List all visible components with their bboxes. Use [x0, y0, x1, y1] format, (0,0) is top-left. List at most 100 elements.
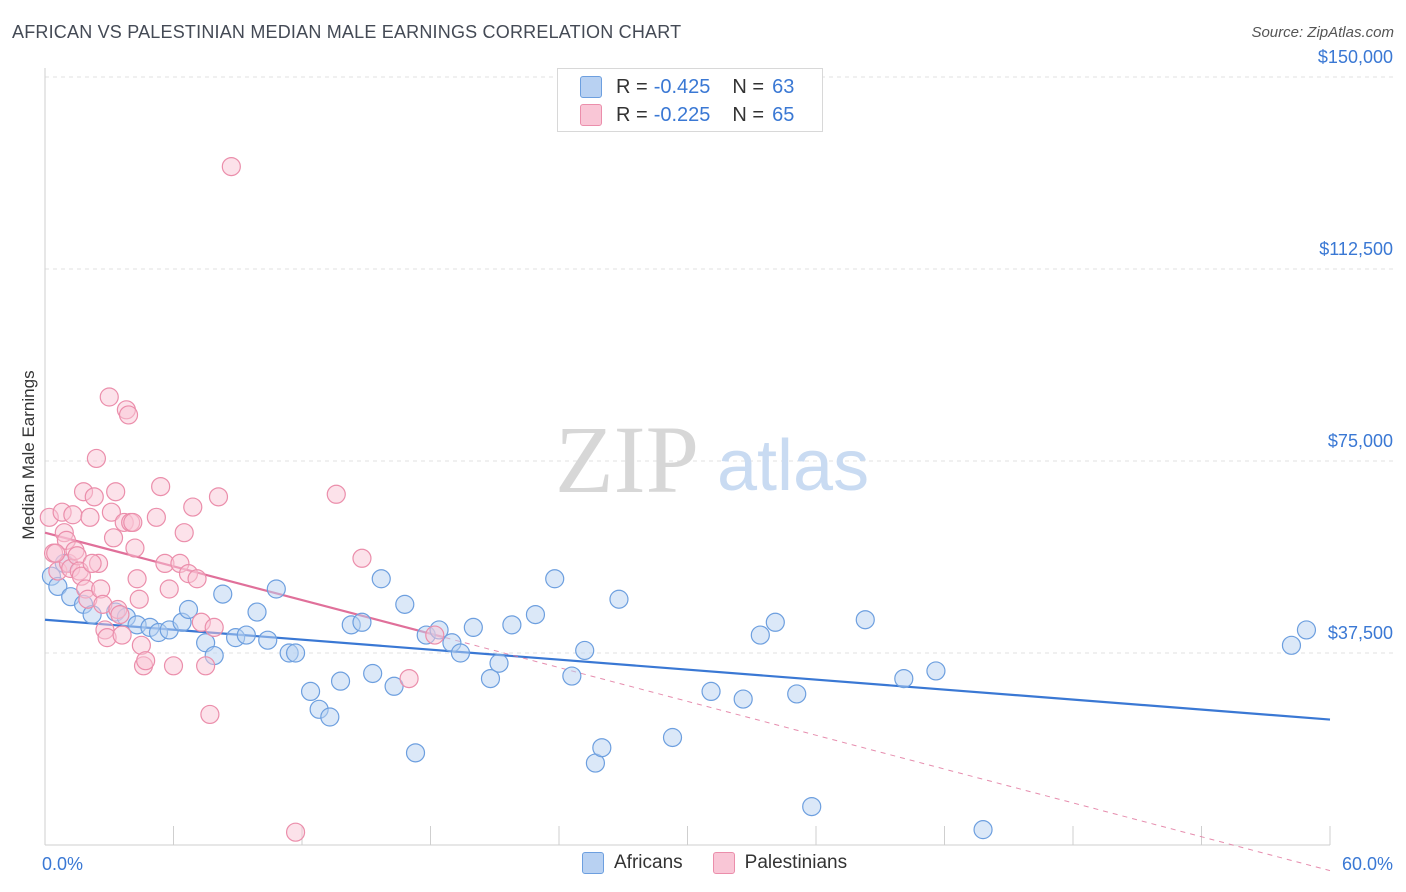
y-tick-label: $112,500: [1319, 239, 1393, 259]
palestinians-n-value: 65: [772, 103, 795, 126]
axis-labels: $37,500 $75,000 $112,500 $150,000 0.0% 60.0% M…: [19, 47, 1393, 874]
palestinians-point: [84, 487, 104, 507]
africans-point: [502, 615, 522, 635]
gridlines: [45, 76, 1395, 654]
palestinians-r-value: -0.225: [653, 103, 711, 126]
palestinians-point: [123, 512, 143, 533]
palestinians-point: [46, 543, 66, 563]
palestinians-point: [200, 704, 220, 725]
africans-point: [1296, 620, 1317, 640]
africans-point: [395, 594, 415, 614]
palestinians-point: [399, 668, 419, 689]
africans-point: [894, 668, 914, 689]
palestinians-point: [151, 477, 171, 497]
africans-legend-swatch: [582, 852, 604, 874]
palestinians-legend-swatch: [712, 852, 735, 874]
palestinians-point: [101, 502, 121, 522]
palestinians-point: [103, 528, 124, 548]
palestinians-point: [82, 553, 102, 574]
africans-point: [363, 663, 383, 684]
palestinians-point: [110, 604, 130, 625]
palestinians-point: [352, 548, 372, 568]
africans-point: [855, 610, 875, 630]
x-tick-label-left: 0.0%: [42, 854, 83, 874]
africans-point: [384, 676, 404, 696]
africans-point: [236, 625, 256, 645]
africans-point: [973, 820, 993, 840]
palestinians-point: [163, 656, 184, 676]
africans-point: [213, 584, 233, 604]
y-axis-title: Median Male Earnings: [19, 370, 38, 539]
africans-point: [802, 796, 822, 817]
africans-point: [330, 671, 351, 691]
legend-item-africans[interactable]: Africans: [582, 852, 683, 874]
n-label: N =: [732, 103, 765, 126]
palestinians-point: [208, 487, 229, 507]
chart-title: AFRICAN VS PALESTINIAN MEDIAN MALE EARNI…: [12, 22, 682, 42]
y-tick-label: $37,500: [1328, 623, 1393, 643]
r-label: R =: [616, 75, 648, 98]
watermark-zip: ZIP: [555, 406, 699, 513]
africans-point: [926, 661, 946, 681]
palestinians-trend-line: [44, 531, 446, 639]
africans-r-value: -0.425: [653, 75, 711, 98]
palestinians-point: [326, 484, 346, 504]
data-points: [39, 157, 1317, 842]
africans-point: [575, 640, 595, 661]
africans-point: [765, 612, 785, 632]
africans-point: [320, 707, 340, 727]
palestinians-point: [118, 405, 139, 425]
legend-item-palestinians[interactable]: Palestinians: [712, 852, 847, 874]
africans-point: [592, 738, 612, 758]
palestinians-point: [80, 507, 100, 527]
y-tick-label: $75,000: [1328, 431, 1393, 451]
trend-lines: [44, 531, 1331, 872]
watermark-atlas: atlas: [717, 426, 869, 506]
africans-point: [733, 689, 753, 709]
n-label: N =: [732, 75, 765, 98]
palestinians-point: [174, 523, 194, 543]
palestinians-point: [285, 822, 306, 842]
africans-point: [489, 653, 509, 673]
palestinians-point: [425, 625, 445, 645]
palestinians-point: [136, 651, 156, 671]
africans-point: [545, 569, 565, 589]
palestinians-point: [204, 617, 224, 638]
africans-point: [525, 604, 546, 625]
palestinians-trend-extension: [445, 637, 1331, 872]
axes: [44, 68, 1331, 846]
africans-point: [1281, 635, 1302, 655]
palestinians-swatch: [580, 104, 602, 126]
africans-swatch: [580, 76, 602, 98]
palestinians-point: [159, 579, 179, 599]
palestinians-point: [106, 482, 126, 502]
legend-row-africans: R = -0.425 N = 63: [580, 74, 794, 100]
africans-point: [405, 743, 426, 763]
africans-n-value: 63: [772, 75, 795, 98]
africans-point: [480, 668, 501, 689]
africans-point: [371, 569, 391, 589]
correlation-legend: R = -0.425 N = 63 R = -0.225 N = 65: [557, 68, 823, 132]
africans-point: [178, 599, 199, 620]
africans-point: [258, 630, 278, 650]
palestinians-point: [146, 507, 166, 527]
africans-point: [562, 666, 582, 686]
palestinians-point: [127, 569, 147, 589]
africans-point: [300, 681, 321, 702]
series-legend: Africans Palestinians: [582, 852, 877, 874]
palestinians-point: [221, 157, 241, 177]
africans-point: [463, 617, 483, 638]
africans-point: [266, 579, 286, 599]
africans-point: [450, 643, 471, 663]
africans-point: [247, 602, 267, 622]
africans-point: [787, 684, 807, 704]
source-label: Source: ZipAtlas.com: [1251, 24, 1394, 41]
palestinians-point: [125, 538, 145, 558]
r-label: R =: [616, 103, 648, 126]
africans-point: [750, 625, 770, 645]
africans-point: [701, 681, 721, 702]
palestinians-point: [129, 589, 149, 609]
palestinians-point: [187, 569, 207, 589]
africans-point: [662, 727, 683, 748]
